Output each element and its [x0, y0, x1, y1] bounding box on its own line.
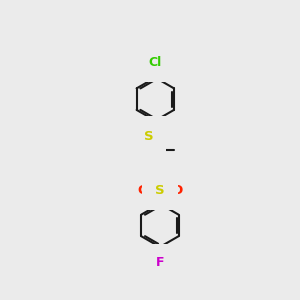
Text: F: F — [156, 256, 164, 269]
Text: S: S — [143, 130, 153, 142]
Text: Cl: Cl — [149, 56, 162, 69]
Text: H: H — [145, 169, 154, 180]
Text: N: N — [156, 169, 167, 183]
Text: O: O — [171, 184, 182, 196]
Text: S: S — [155, 184, 165, 196]
Text: O: O — [137, 184, 148, 196]
